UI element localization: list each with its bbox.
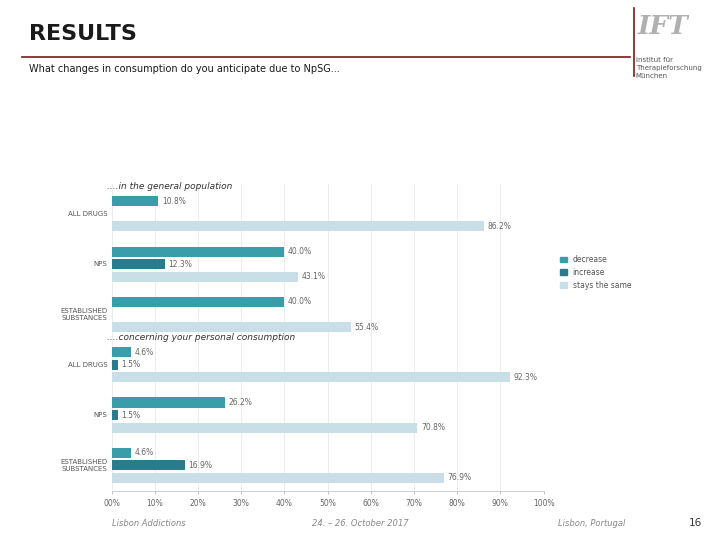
Bar xyxy=(112,448,132,458)
Bar xyxy=(112,297,284,307)
Bar xyxy=(112,272,298,282)
Text: NPS: NPS xyxy=(94,261,107,267)
Bar xyxy=(112,347,132,357)
Legend: decrease, increase, stays the same: decrease, increase, stays the same xyxy=(559,255,631,289)
Text: 26.2%: 26.2% xyxy=(228,398,252,407)
Bar xyxy=(112,372,510,382)
Text: 10.8%: 10.8% xyxy=(162,197,186,206)
Text: RESULTS: RESULTS xyxy=(29,24,137,44)
Text: ESTABLISHED
SUBSTANCES: ESTABLISHED SUBSTANCES xyxy=(60,308,107,321)
Text: ALL DRUGS: ALL DRUGS xyxy=(68,362,107,368)
Bar xyxy=(112,360,118,370)
Bar xyxy=(112,322,351,332)
Text: Institut für
Therapieforschung
München: Institut für Therapieforschung München xyxy=(636,57,701,79)
Text: Lisbon, Portugal: Lisbon, Portugal xyxy=(558,519,626,528)
Text: 4.6%: 4.6% xyxy=(135,348,154,357)
Bar xyxy=(112,259,165,269)
Text: 16.9%: 16.9% xyxy=(188,461,212,470)
Text: 70.8%: 70.8% xyxy=(421,423,445,432)
Text: 1.5%: 1.5% xyxy=(122,360,140,369)
Text: 92.3%: 92.3% xyxy=(514,373,538,382)
Text: IFT: IFT xyxy=(637,14,688,38)
Bar xyxy=(112,221,484,232)
Text: 40.0%: 40.0% xyxy=(288,298,312,306)
Bar xyxy=(112,410,118,420)
Text: 76.9%: 76.9% xyxy=(447,474,472,482)
Text: 4.6%: 4.6% xyxy=(135,448,154,457)
Bar xyxy=(112,461,184,470)
Text: 40.0%: 40.0% xyxy=(288,247,312,256)
Text: ....concerning your personal consumption: ....concerning your personal consumption xyxy=(107,333,295,342)
Bar xyxy=(112,246,284,256)
Text: 55.4%: 55.4% xyxy=(354,322,379,332)
Text: 24. – 26. October 2017: 24. – 26. October 2017 xyxy=(312,519,408,528)
Bar xyxy=(112,473,444,483)
Bar xyxy=(112,397,225,408)
Text: Lisbon Addictions: Lisbon Addictions xyxy=(112,519,185,528)
Text: ESTABLISHED
SUBSTANCES: ESTABLISHED SUBSTANCES xyxy=(60,459,107,472)
Text: 12.3%: 12.3% xyxy=(168,260,192,268)
Text: What changes in consumption do you anticipate due to NpSG...: What changes in consumption do you antic… xyxy=(29,64,340,74)
Text: 1.5%: 1.5% xyxy=(122,410,140,420)
Bar xyxy=(112,423,418,433)
Text: ALL DRUGS: ALL DRUGS xyxy=(68,211,107,217)
Text: NPS: NPS xyxy=(94,412,107,418)
Text: 86.2%: 86.2% xyxy=(487,222,511,231)
Text: 43.1%: 43.1% xyxy=(301,272,325,281)
Bar xyxy=(112,196,158,206)
Text: 16: 16 xyxy=(689,518,702,528)
Text: ....in the general population: ....in the general population xyxy=(107,182,233,191)
